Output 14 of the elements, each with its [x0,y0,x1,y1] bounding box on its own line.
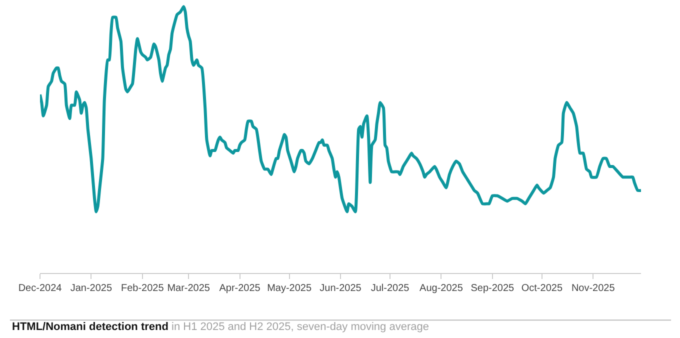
x-tick-label: Jul-2025 [370,283,410,294]
text: in H1 2025 and H2 2025, seven-day moving average [172,321,429,333]
x-tick-label: Jan-2025 [70,283,112,294]
x-tick-label: Aug-2025 [420,283,464,294]
x-tick-label: Nov-2025 [571,283,616,294]
text: HTML/Nomani detection trend [12,321,168,333]
x-tick-label: Sep-2025 [470,283,515,294]
x-tick-label: Oct-2025 [521,283,563,294]
x-tick-label: Apr-2025 [219,283,261,294]
x-tick-label: Mar-2025 [167,283,210,294]
x-tick-label: Jun-2025 [320,283,362,294]
x-tick-label: Feb-2025 [120,283,164,294]
x-tick-label: Dec-2024 [18,283,62,294]
x-tick-label: May-2025 [267,283,312,294]
